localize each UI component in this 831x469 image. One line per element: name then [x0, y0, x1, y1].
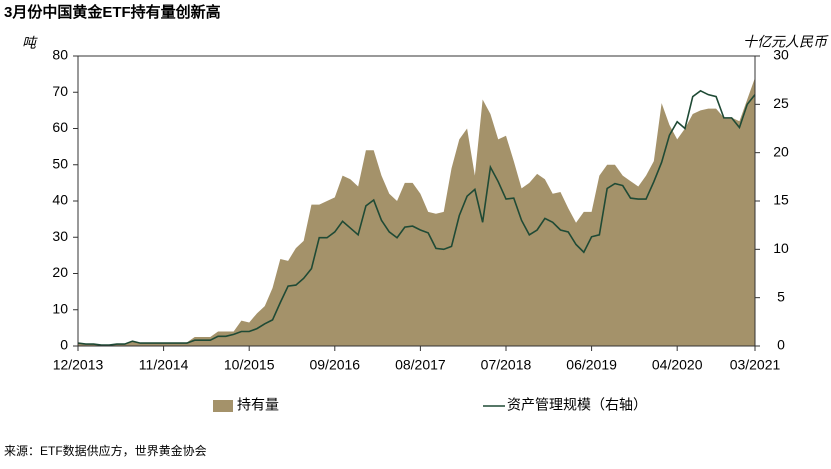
chart-title: 3月份中国黄金ETF持有量创新高: [4, 3, 221, 21]
x-tick-label: 08/2017: [395, 357, 446, 373]
y2-tick-label: 10: [773, 240, 789, 256]
y2-tick-label: 15: [773, 192, 789, 208]
y2-tick-label: 20: [773, 143, 789, 159]
x-tick-label: 04/2020: [652, 357, 703, 373]
y-tick-label: 50: [52, 155, 68, 171]
y2-tick-label: 0: [777, 337, 785, 353]
x-tick-label: 10/2015: [224, 357, 275, 373]
x-tick-label: 11/2014: [139, 357, 189, 373]
y-tick-label: 0: [60, 337, 68, 353]
source-note: 来源：ETF数据供应方，世界黄金协会: [4, 443, 207, 458]
y-tick-label: 60: [52, 119, 68, 135]
y-tick-label: 20: [52, 264, 68, 280]
y2-axis-label: 十亿元人民币: [743, 34, 829, 50]
y2-tick-label: 5: [777, 288, 785, 304]
y-tick-label: 70: [52, 83, 68, 99]
x-tick-label: 12/2013: [53, 357, 104, 373]
y2-tick-label: 25: [773, 95, 789, 111]
legend-label: 资产管理规模（右轴）: [507, 397, 647, 413]
y-tick-label: 10: [52, 300, 68, 316]
x-tick-label: 09/2016: [309, 357, 360, 373]
y-tick-label: 80: [52, 47, 68, 63]
y-axis-label: 吨: [22, 35, 38, 51]
legend-swatch: [213, 400, 233, 412]
x-tick-label: 07/2018: [481, 357, 532, 373]
y2-tick-label: 30: [773, 47, 789, 63]
x-tick-label: 03/2021: [730, 357, 781, 373]
y-tick-label: 30: [52, 228, 68, 244]
line: [77, 89, 756, 346]
legend-label: 持有量: [237, 397, 279, 413]
area: [78, 77, 755, 346]
x-tick-label: 06/2019: [566, 357, 617, 373]
y-tick-label: 40: [52, 192, 68, 208]
